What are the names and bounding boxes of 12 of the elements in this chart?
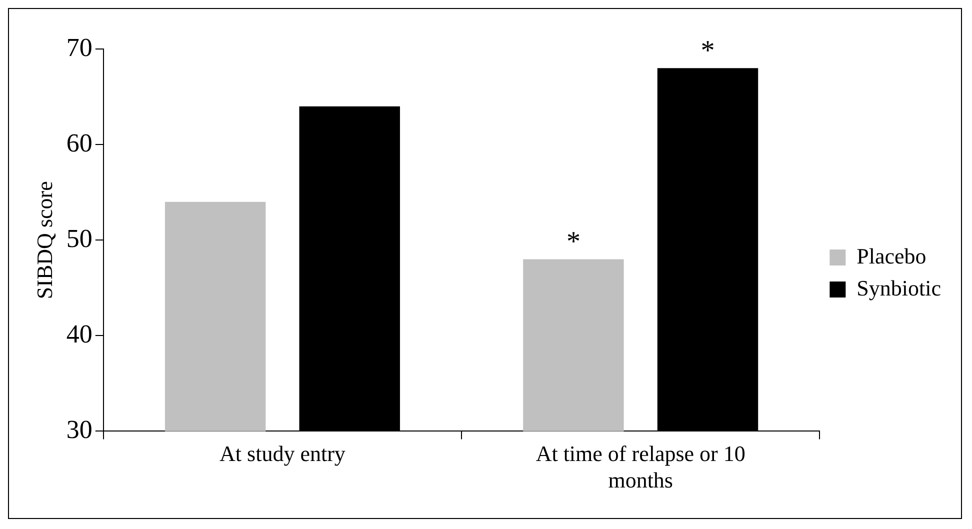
x-tick-label: At time of relapse or 10 months <box>536 441 746 493</box>
y-tick-label: 70 <box>66 32 92 62</box>
y-tick-label: 40 <box>66 319 92 348</box>
x-tick-label: At study entry <box>220 441 346 466</box>
annotation: * <box>700 35 715 66</box>
annotation: * <box>566 226 580 258</box>
y-tick-label: 30 <box>66 415 92 444</box>
y-tick-label: 60 <box>66 128 92 158</box>
y-axis-title: SIBDQ score <box>32 181 57 300</box>
legend-label: Synbiotic <box>856 275 942 300</box>
legend-label: Placebo <box>856 243 926 268</box>
y-tick-label: 50 <box>66 224 92 253</box>
